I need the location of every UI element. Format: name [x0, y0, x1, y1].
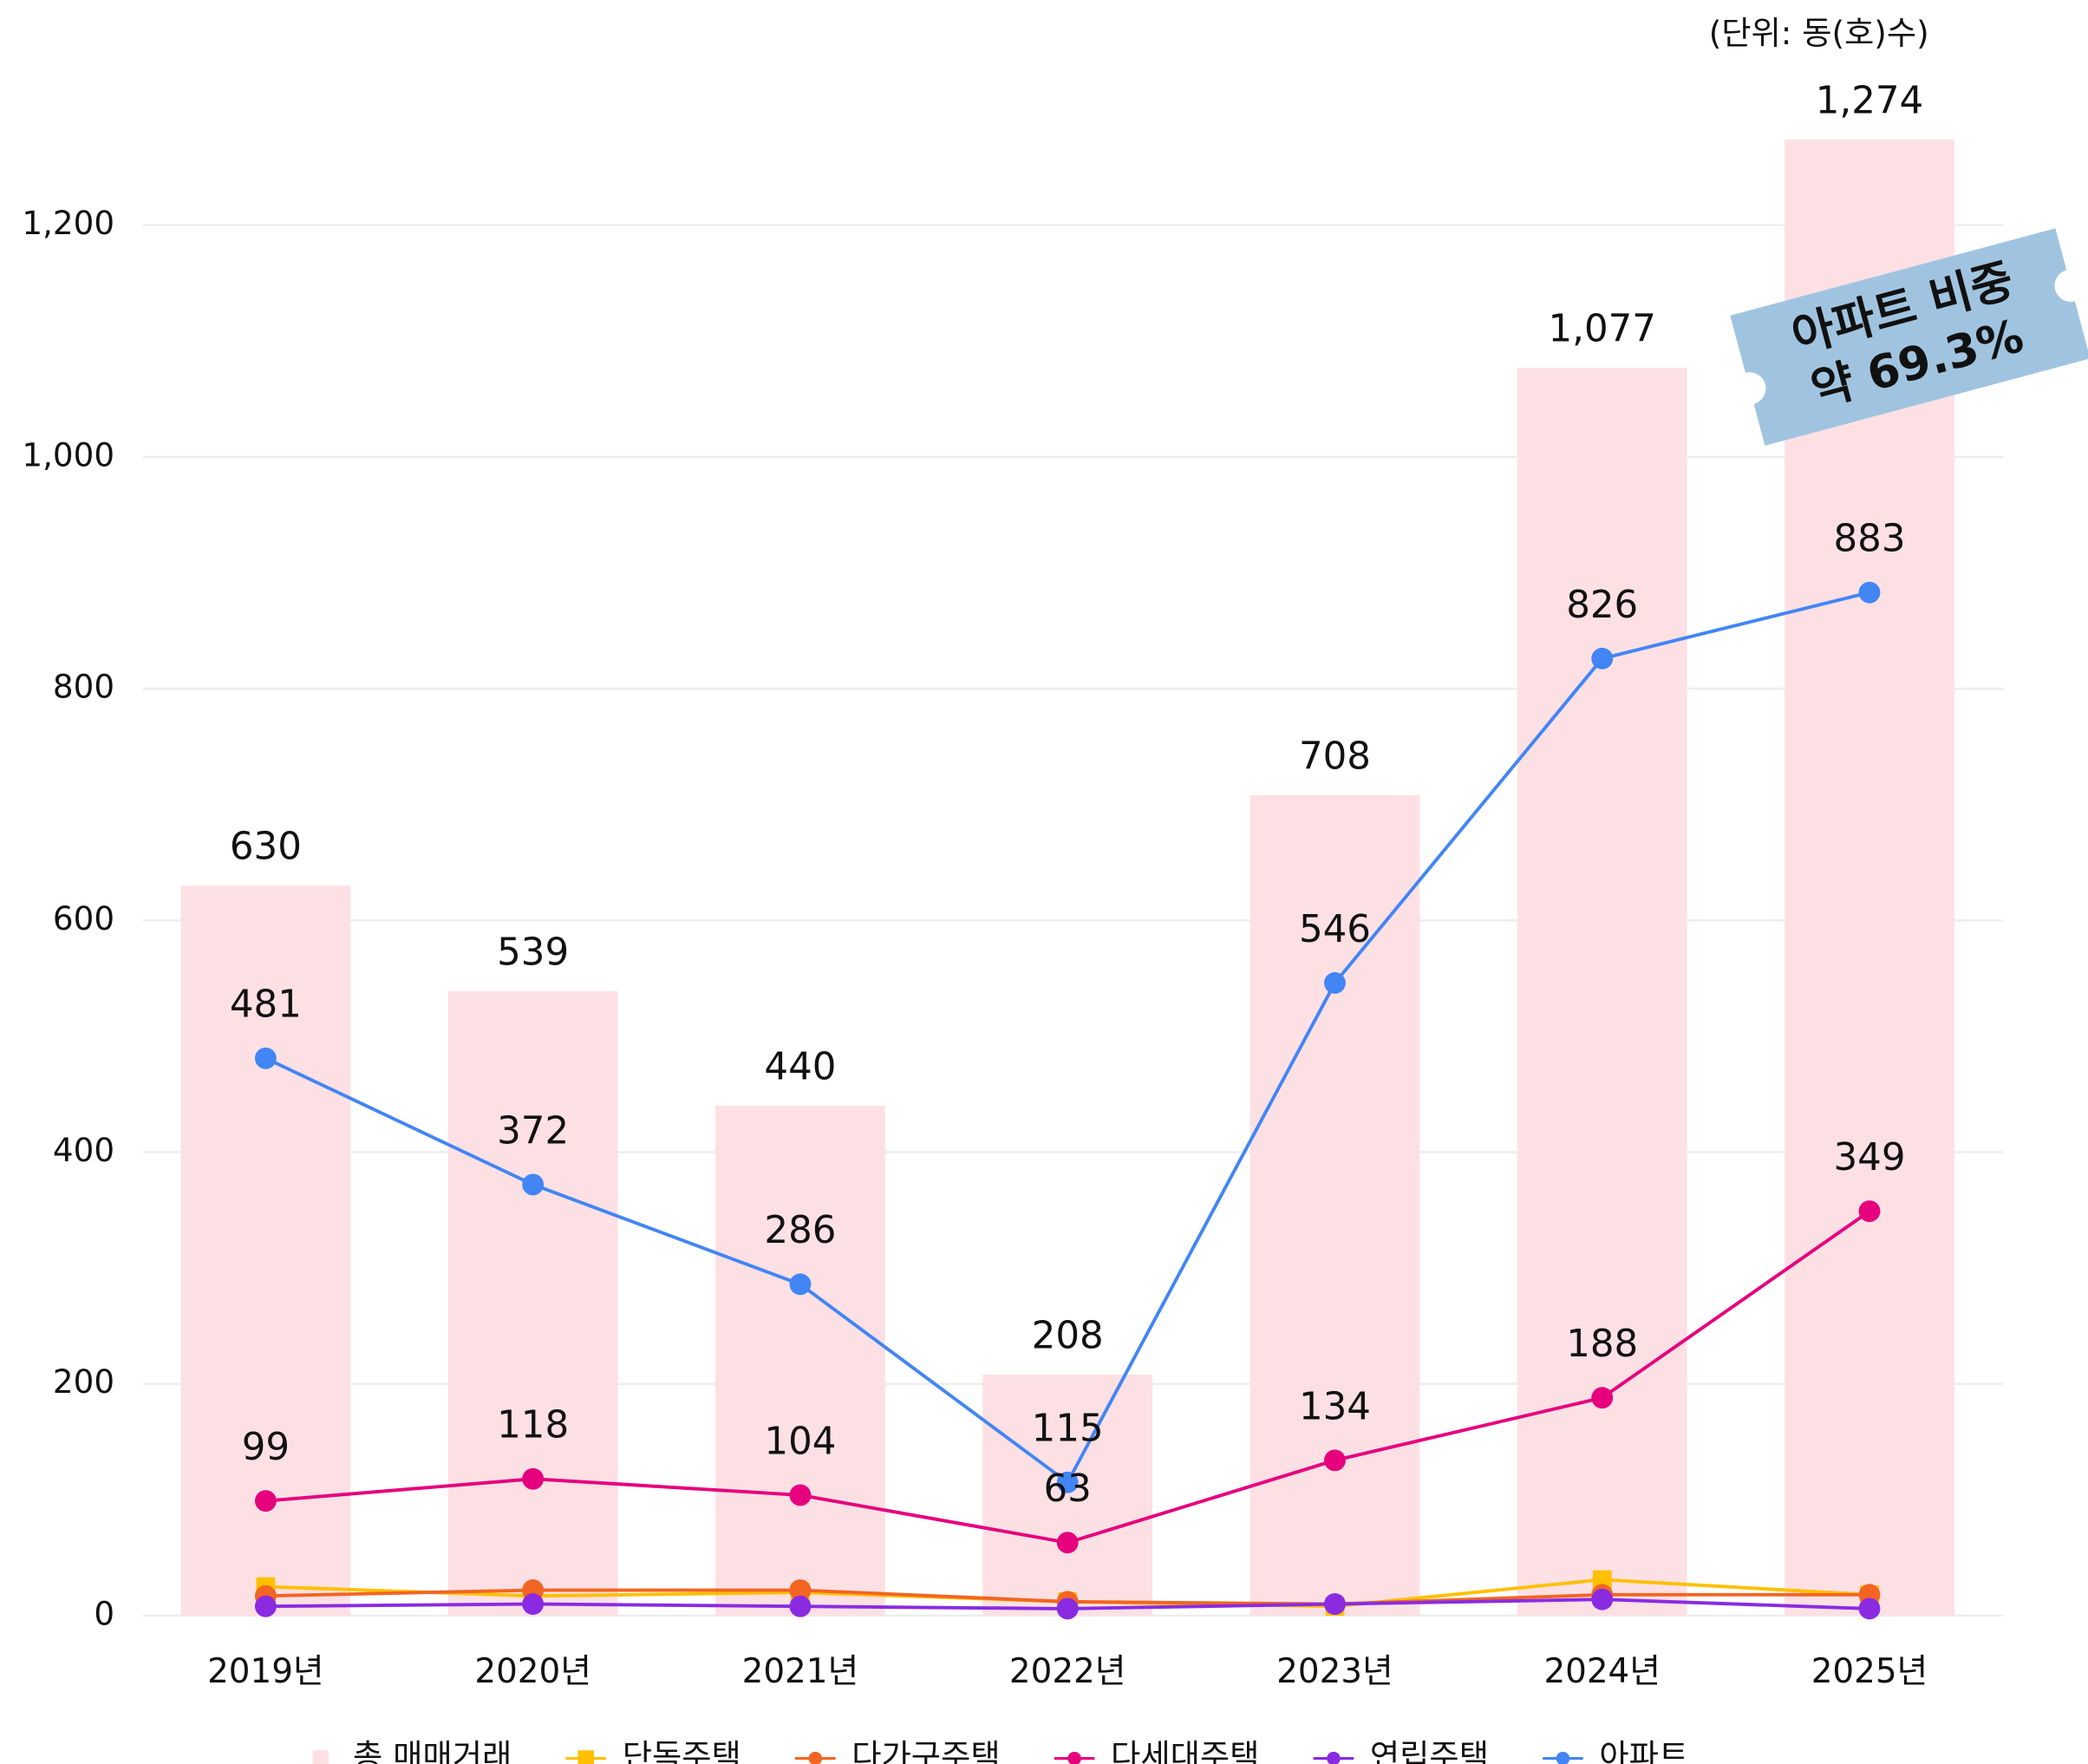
y-tick-label: 400 — [53, 1131, 114, 1169]
marker — [789, 1579, 812, 1601]
marker — [522, 1593, 545, 1615]
marker — [1858, 1200, 1881, 1223]
y-tick-label: 1,000 — [22, 435, 114, 474]
marker — [1324, 971, 1346, 994]
marker — [789, 1273, 812, 1296]
bar-label: 1,274 — [1816, 79, 1924, 122]
marker — [1591, 647, 1614, 670]
bar — [715, 1106, 885, 1616]
data-label: 883 — [1833, 518, 1905, 561]
legend-label: 아파트 — [1599, 1737, 1688, 1764]
legend-marker — [808, 1751, 823, 1764]
bar-label: 708 — [1299, 735, 1371, 779]
marker — [1858, 581, 1881, 604]
data-label: 63 — [1044, 1467, 1092, 1511]
marker — [254, 1595, 277, 1617]
data-label: 118 — [497, 1404, 569, 1447]
x-tick-label: 2021년 — [742, 1652, 859, 1691]
marker — [789, 1484, 812, 1506]
marker — [522, 1173, 545, 1196]
marker — [789, 1595, 812, 1617]
legend-label: 연립주택 — [1370, 1737, 1489, 1764]
y-tick-label: 200 — [53, 1362, 114, 1401]
data-label: 115 — [1032, 1408, 1104, 1451]
data-label: 546 — [1299, 908, 1371, 951]
annotation-badge — [1730, 228, 2088, 446]
y-tick-label: 600 — [53, 899, 114, 938]
bar-label: 440 — [764, 1046, 836, 1089]
marker — [1592, 1570, 1612, 1590]
marker — [522, 1467, 545, 1490]
marker — [1858, 1597, 1881, 1620]
marker — [254, 1047, 277, 1069]
bar-label: 539 — [497, 931, 569, 974]
data-label: 481 — [230, 983, 302, 1027]
marker — [1324, 1593, 1346, 1615]
y-tick-label: 1,200 — [22, 204, 114, 242]
marker — [1056, 1532, 1079, 1554]
data-label: 286 — [764, 1209, 836, 1252]
legend-label: 총 매매거래 — [353, 1737, 512, 1764]
legend-label: 단독주택 — [623, 1737, 741, 1764]
bar — [982, 1375, 1153, 1616]
bar — [1517, 367, 1687, 1616]
bar — [447, 990, 618, 1616]
legend-label: 다가구주택 — [852, 1737, 1000, 1764]
data-label: 188 — [1566, 1323, 1638, 1366]
unit-note: (단위: 동(호)수) — [1709, 14, 1929, 52]
x-tick-label: 2025년 — [1811, 1652, 1928, 1691]
marker — [1591, 1588, 1614, 1610]
data-label: 99 — [242, 1426, 290, 1469]
marker — [1324, 1449, 1346, 1472]
legend-swatch — [312, 1750, 330, 1764]
legend-marker — [1327, 1751, 1341, 1764]
x-tick-label: 2024년 — [1543, 1652, 1661, 1691]
y-tick-label: 0 — [94, 1594, 114, 1632]
annotation: 아파트 비중약 69.3% — [1730, 228, 2088, 446]
bar-label: 630 — [230, 826, 302, 869]
legend-marker — [577, 1750, 595, 1764]
data-label: 134 — [1299, 1385, 1371, 1428]
marker — [254, 1490, 277, 1512]
marker — [1056, 1471, 1079, 1493]
data-label: 349 — [1833, 1136, 1905, 1179]
data-label: 104 — [764, 1420, 836, 1463]
bar-label: 208 — [1032, 1315, 1104, 1358]
legend-marker — [1067, 1751, 1081, 1764]
data-label: 372 — [497, 1109, 569, 1153]
legend-marker — [1556, 1751, 1570, 1764]
legend-label: 다세대주택 — [1111, 1737, 1259, 1764]
x-tick-label: 2022년 — [1009, 1652, 1126, 1691]
data-label: 826 — [1566, 584, 1638, 627]
x-tick-label: 2020년 — [474, 1652, 591, 1691]
bar-label: 1,077 — [1548, 308, 1656, 351]
x-tick-label: 2023년 — [1276, 1652, 1393, 1691]
marker — [1591, 1387, 1614, 1409]
marker — [1056, 1597, 1079, 1620]
y-tick-label: 800 — [53, 668, 114, 706]
x-tick-label: 2019년 — [207, 1652, 324, 1691]
